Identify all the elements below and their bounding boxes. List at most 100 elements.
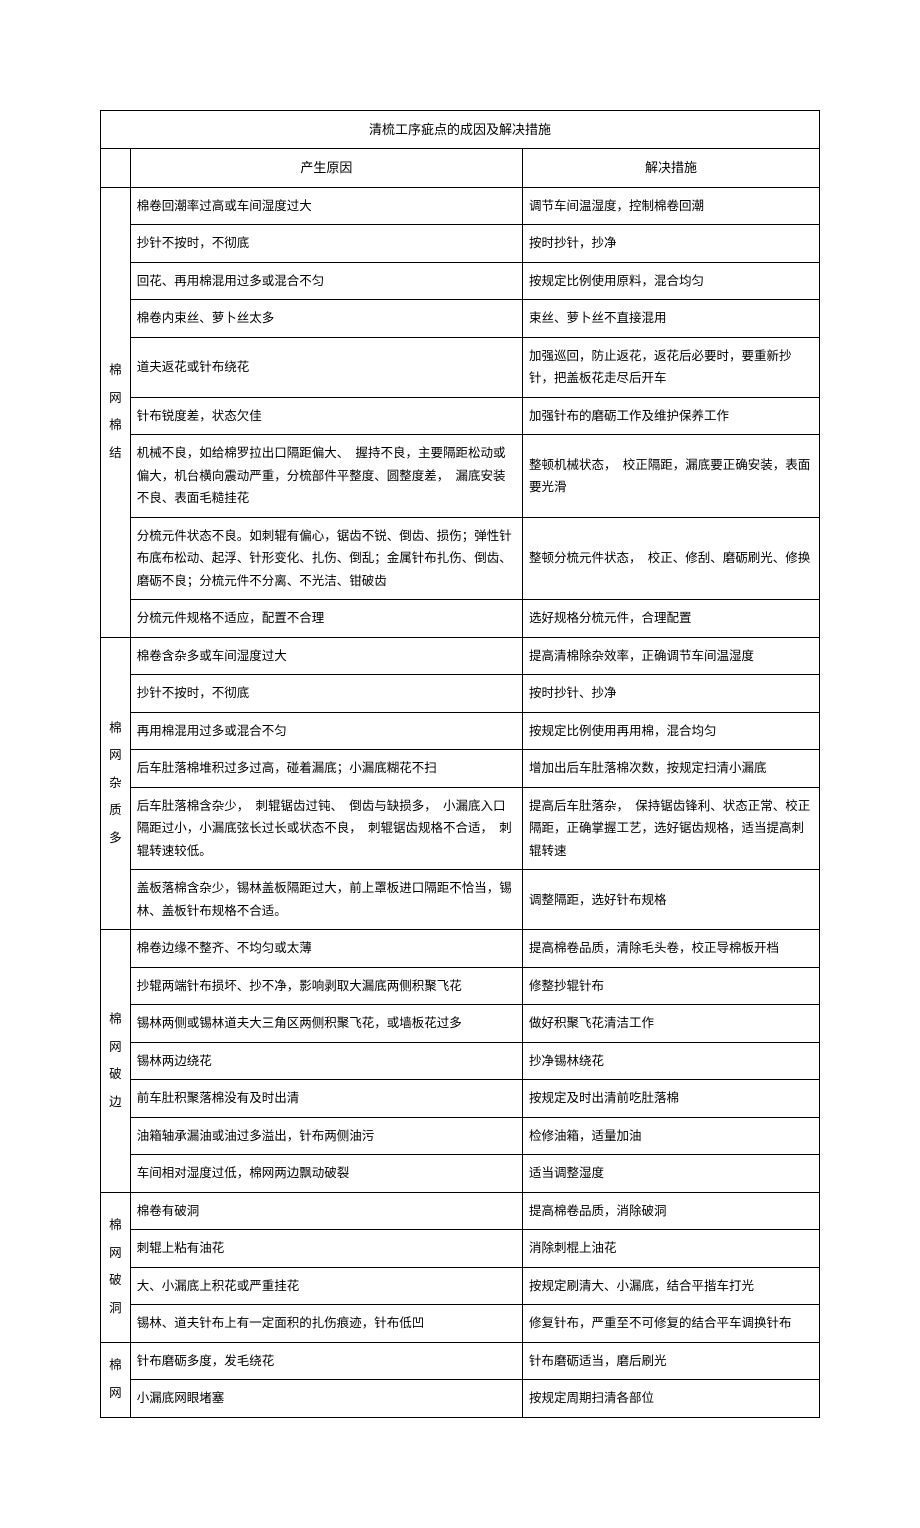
category-char: 网 <box>103 1380 128 1408</box>
table-title: 清梳工序疵点的成因及解决措施 <box>101 111 820 149</box>
solution-cell: 束丝、萝卜丝不直接混用 <box>523 300 820 338</box>
cause-cell: 盖板落棉含杂少，锡林盖板隔距过大，前上罩板进口隔距不恰当，锡林、盖板针布规格不合… <box>130 870 522 930</box>
cause-cell: 棉卷回潮率过高或车间湿度过大 <box>130 187 522 225</box>
table-row: 分梳元件状态不良。如刺辊有偏心，锯齿不锐、倒齿、损伤；弹性针布底布松动、起浮、针… <box>101 517 820 600</box>
category-char: 棉 <box>103 1212 128 1240</box>
table-row: 回花、再用棉混用过多或混合不匀按规定比例使用原料，混合均匀 <box>101 262 820 300</box>
category-cell: 棉网杂质多 <box>101 637 131 930</box>
cause-cell: 机械不良，如给棉罗拉出口隔距偏大、 握持不良，主要隔距松动或偏大，机台横向震动严… <box>130 435 522 518</box>
cause-cell: 抄针不按时，不彻底 <box>130 675 522 713</box>
category-char: 多 <box>103 825 128 853</box>
solution-cell: 修整抄辊针布 <box>523 967 820 1005</box>
table-row: 抄辊两端针布损坏、抄不净，影响剥取大漏底两侧积聚飞花修整抄辊针布 <box>101 967 820 1005</box>
cause-cell: 锡林两侧或锡林道夫大三角区两侧积聚飞花，或墙板花过多 <box>130 1005 522 1043</box>
category-char: 破 <box>103 1267 128 1295</box>
category-cell: 棉网破边 <box>101 930 131 1193</box>
cause-cell: 针布锐度差，状态欠佳 <box>130 397 522 435</box>
cause-cell: 小漏底网眼堵塞 <box>130 1380 522 1418</box>
table-row: 油箱轴承漏油或油过多溢出，针布两侧油污检修油箱，适量加油 <box>101 1117 820 1155</box>
category-char: 网 <box>103 1240 128 1268</box>
cause-cell: 大、小漏底上积花或严重挂花 <box>130 1267 522 1305</box>
table-row: 棉网针布磨砺多度，发毛绕花针布磨砺适当，磨后刷光 <box>101 1342 820 1380</box>
category-cell: 棉网 <box>101 1342 131 1417</box>
cause-cell: 棉卷边缘不整齐、不均匀或太薄 <box>130 930 522 968</box>
category-cell: 棉网破洞 <box>101 1192 131 1342</box>
table-row: 分梳元件规格不适应，配置不合理选好规格分梳元件，合理配置 <box>101 600 820 638</box>
solution-cell: 修复针布，严重至不可修复的结合平车调换针布 <box>523 1305 820 1343</box>
cause-cell: 分梳元件规格不适应，配置不合理 <box>130 600 522 638</box>
solution-cell: 整顿分梳元件状态， 校正、修刮、磨砺刷光、修换 <box>523 517 820 600</box>
header-category <box>101 149 131 187</box>
cause-cell: 前车肚积聚落棉没有及时出清 <box>130 1080 522 1118</box>
solution-cell: 提高清棉除杂效率，正确调节车间温湿度 <box>523 637 820 675</box>
table-row: 大、小漏底上积花或严重挂花按规定刷清大、小漏底，结合平揩车打光 <box>101 1267 820 1305</box>
table-row: 棉网杂质多棉卷含杂多或车间湿度过大提高清棉除杂效率，正确调节车间温湿度 <box>101 637 820 675</box>
table-row: 车间相对湿度过低，棉网两边飘动破裂适当调整湿度 <box>101 1155 820 1193</box>
solution-cell: 加强针布的磨砺工作及维护保养工作 <box>523 397 820 435</box>
solution-cell: 做好积聚飞花清洁工作 <box>523 1005 820 1043</box>
category-char: 洞 <box>103 1295 128 1323</box>
category-char: 网 <box>103 385 128 413</box>
cause-cell: 后车肚落棉含杂少， 刺辊锯齿过钝、 倒齿与缺损多， 小漏底入口隔距过小，小漏底弦… <box>130 787 522 870</box>
solution-cell: 加强巡回，防止返花，返花后必要时，要重新抄针，把盖板花走尽后开车 <box>523 337 820 397</box>
table-row: 刺辊上粘有油花消除刺棍上油花 <box>101 1230 820 1268</box>
table-row: 后车肚落棉含杂少， 刺辊锯齿过钝、 倒齿与缺损多， 小漏底入口隔距过小，小漏底弦… <box>101 787 820 870</box>
solution-cell: 选好规格分梳元件，合理配置 <box>523 600 820 638</box>
category-char: 棉 <box>103 1006 128 1034</box>
cause-cell: 抄辊两端针布损坏、抄不净，影响剥取大漏底两侧积聚飞花 <box>130 967 522 1005</box>
solution-cell: 提高棉卷品质，清除毛头卷，校正导棉板开档 <box>523 930 820 968</box>
solution-cell: 针布磨砺适当，磨后刷光 <box>523 1342 820 1380</box>
cause-cell: 抄针不按时，不彻底 <box>130 225 522 263</box>
cause-cell: 刺辊上粘有油花 <box>130 1230 522 1268</box>
cause-cell: 锡林、道夫针布上有一定面积的扎伤痕迹，针布低凹 <box>130 1305 522 1343</box>
cause-cell: 车间相对湿度过低，棉网两边飘动破裂 <box>130 1155 522 1193</box>
solution-cell: 按时抄针、抄净 <box>523 675 820 713</box>
solution-cell: 增加出后车肚落棉次数，按规定扫清小漏底 <box>523 750 820 788</box>
solution-cell: 调整隔距，选好针布规格 <box>523 870 820 930</box>
category-char: 网 <box>103 1034 128 1062</box>
category-char: 质 <box>103 797 128 825</box>
table-row: 抄针不按时，不彻底按时抄针，抄净 <box>101 225 820 263</box>
cause-cell: 道夫返花或针布绕花 <box>130 337 522 397</box>
category-char: 杂 <box>103 770 128 798</box>
table-row: 机械不良，如给棉罗拉出口隔距偏大、 握持不良，主要隔距松动或偏大，机台横向震动严… <box>101 435 820 518</box>
table-header-row: 产生原因解决措施 <box>101 149 820 187</box>
defect-cause-solution-table: 清梳工序疵点的成因及解决措施产生原因解决措施棉网棉结棉卷回潮率过高或车间湿度过大… <box>100 110 820 1418</box>
cause-cell: 针布磨砺多度，发毛绕花 <box>130 1342 522 1380</box>
table-row: 前车肚积聚落棉没有及时出清按规定及时出清前吃肚落棉 <box>101 1080 820 1118</box>
table-title-row: 清梳工序疵点的成因及解决措施 <box>101 111 820 149</box>
header-solution: 解决措施 <box>523 149 820 187</box>
cause-cell: 回花、再用棉混用过多或混合不匀 <box>130 262 522 300</box>
table-row: 锡林、道夫针布上有一定面积的扎伤痕迹，针布低凹修复针布，严重至不可修复的结合平车… <box>101 1305 820 1343</box>
category-char: 棉 <box>103 1352 128 1380</box>
solution-cell: 按规定周期扫清各部位 <box>523 1380 820 1418</box>
category-char: 棉 <box>103 715 128 743</box>
solution-cell: 整顿机械状态， 校正隔距，漏底要正确安装，表面要光滑 <box>523 435 820 518</box>
solution-cell: 按规定比例使用原料，混合均匀 <box>523 262 820 300</box>
solution-cell: 抄净锡林绕花 <box>523 1042 820 1080</box>
cause-cell: 锡林两边绕花 <box>130 1042 522 1080</box>
table-row: 再用棉混用过多或混合不匀按规定比例使用再用棉，混合均匀 <box>101 712 820 750</box>
table-row: 小漏底网眼堵塞按规定周期扫清各部位 <box>101 1380 820 1418</box>
solution-cell: 调节车间温湿度，控制棉卷回潮 <box>523 187 820 225</box>
header-cause: 产生原因 <box>130 149 522 187</box>
table-row: 锡林两边绕花抄净锡林绕花 <box>101 1042 820 1080</box>
category-cell: 棉网棉结 <box>101 187 131 637</box>
table-row: 抄针不按时，不彻底按时抄针、抄净 <box>101 675 820 713</box>
table-row: 后车肚落棉堆积过多过高，碰着漏底；小漏底糊花不扫增加出后车肚落棉次数，按规定扫清… <box>101 750 820 788</box>
category-char: 破 <box>103 1061 128 1089</box>
cause-cell: 分梳元件状态不良。如刺辊有偏心，锯齿不锐、倒齿、损伤；弹性针布底布松动、起浮、针… <box>130 517 522 600</box>
solution-cell: 消除刺棍上油花 <box>523 1230 820 1268</box>
cause-cell: 棉卷内束丝、萝卜丝太多 <box>130 300 522 338</box>
cause-cell: 棉卷含杂多或车间湿度过大 <box>130 637 522 675</box>
cause-cell: 油箱轴承漏油或油过多溢出，针布两侧油污 <box>130 1117 522 1155</box>
table-row: 盖板落棉含杂少，锡林盖板隔距过大，前上罩板进口隔距不恰当，锡林、盖板针布规格不合… <box>101 870 820 930</box>
solution-cell: 检修油箱，适量加油 <box>523 1117 820 1155</box>
table-row: 棉网破洞棉卷有破洞提高棉卷品质，消除破洞 <box>101 1192 820 1230</box>
category-char: 边 <box>103 1089 128 1117</box>
table-row: 道夫返花或针布绕花加强巡回，防止返花，返花后必要时，要重新抄针，把盖板花走尽后开… <box>101 337 820 397</box>
table-row: 锡林两侧或锡林道夫大三角区两侧积聚飞花，或墙板花过多做好积聚飞花清洁工作 <box>101 1005 820 1043</box>
solution-cell: 按时抄针，抄净 <box>523 225 820 263</box>
category-char: 棉 <box>103 357 128 385</box>
table-row: 针布锐度差，状态欠佳加强针布的磨砺工作及维护保养工作 <box>101 397 820 435</box>
